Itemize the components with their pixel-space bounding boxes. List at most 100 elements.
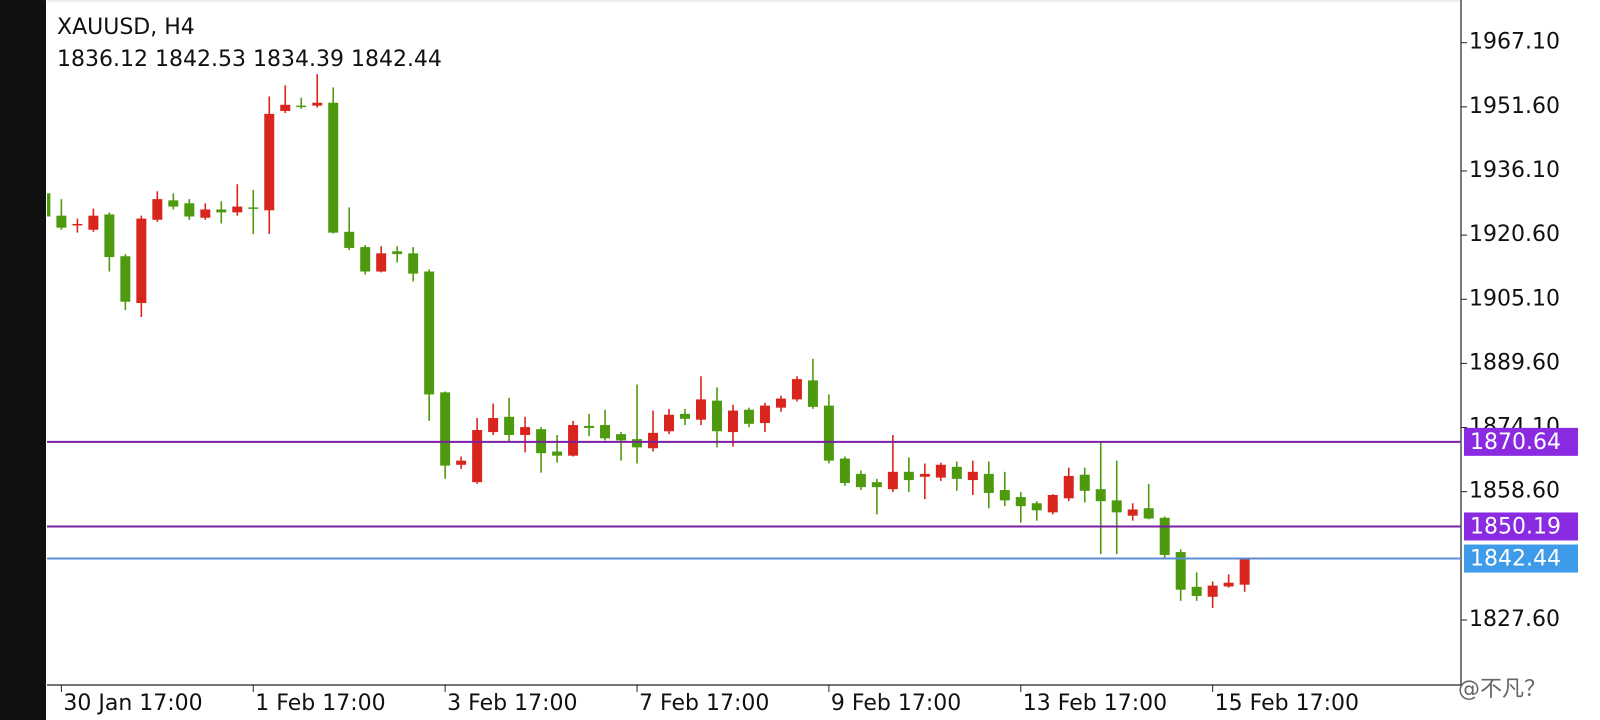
candle-body xyxy=(88,215,99,230)
ohlc-readout: 1836.12 1842.53 1834.39 1842.44 xyxy=(57,47,442,72)
close-value: 1842.44 xyxy=(351,47,442,72)
candle-body xyxy=(855,473,866,488)
candle-body xyxy=(1239,558,1250,585)
y-tick-label: 1905.10 xyxy=(1469,286,1560,311)
x-tick-label: 7 Feb 17:00 xyxy=(639,691,769,716)
candle-body xyxy=(727,410,738,433)
candle-body xyxy=(1063,475,1074,499)
candle-body xyxy=(823,405,834,461)
candle-body xyxy=(392,251,403,255)
candle-body xyxy=(1127,509,1138,516)
x-tick-label: 30 Jan 17:00 xyxy=(63,691,202,716)
candle-body xyxy=(1015,497,1026,507)
candle-body xyxy=(104,214,115,258)
candle-body xyxy=(120,256,131,302)
price-label: 1850.19 xyxy=(1470,514,1561,539)
candle-body xyxy=(935,464,946,478)
y-tick-label: 1967.10 xyxy=(1469,30,1560,55)
candle-body xyxy=(47,193,51,217)
y-tick-label: 1889.60 xyxy=(1469,350,1560,375)
candle-body xyxy=(759,405,770,423)
candle-body xyxy=(1031,503,1042,511)
candle-body xyxy=(344,231,355,248)
price-label-box xyxy=(1464,544,1578,573)
y-tick-label: 1936.10 xyxy=(1469,158,1560,183)
plot-area xyxy=(47,74,1461,608)
candle-body xyxy=(967,471,978,481)
high-value: 1842.53 xyxy=(155,47,246,72)
candle-body xyxy=(1159,517,1170,555)
candle-body xyxy=(568,425,579,456)
candle-body xyxy=(1223,582,1234,587)
candle-body xyxy=(983,473,994,493)
candle-body xyxy=(775,398,786,408)
candle-body xyxy=(839,458,850,483)
background xyxy=(46,0,1600,720)
candle-body xyxy=(200,209,211,218)
candle-body xyxy=(472,430,483,483)
candle-body xyxy=(552,451,563,456)
open-value: 1836.12 xyxy=(57,47,148,72)
candle-body xyxy=(807,380,818,407)
candle-body xyxy=(456,460,467,465)
candle-body xyxy=(695,399,706,420)
x-tick-label: 3 Feb 17:00 xyxy=(447,691,577,716)
candle-body xyxy=(791,379,802,400)
candle-body xyxy=(488,418,499,433)
candle-body xyxy=(376,253,387,272)
candle-body xyxy=(168,200,179,207)
candle-body xyxy=(360,247,371,272)
candle-body xyxy=(999,490,1010,501)
x-tick-label: 15 Feb 17:00 xyxy=(1215,691,1359,716)
candle-body xyxy=(1111,500,1122,513)
candle-body xyxy=(632,439,643,448)
y-tick-label: 1827.60 xyxy=(1469,607,1560,632)
candle-body xyxy=(1095,489,1106,502)
candle-body xyxy=(903,471,914,481)
watermark: @不凡？ xyxy=(1458,677,1546,702)
x-tick-label: 9 Feb 17:00 xyxy=(831,691,961,716)
candle-body xyxy=(919,473,930,477)
candle-body xyxy=(440,392,451,466)
price-label-box xyxy=(1464,427,1578,456)
x-tick-label: 1 Feb 17:00 xyxy=(255,691,385,716)
candle-body xyxy=(664,414,675,432)
candle-body xyxy=(424,271,435,395)
candle-body xyxy=(232,206,243,213)
candle-body xyxy=(136,218,147,303)
price-label: 1870.64 xyxy=(1470,430,1561,455)
x-tick-label: 13 Feb 17:00 xyxy=(1023,691,1167,716)
candle-body xyxy=(408,253,419,274)
y-tick-label: 1858.60 xyxy=(1469,479,1560,504)
candle-body xyxy=(520,427,531,435)
price-label: 1842.44 xyxy=(1470,547,1561,572)
candle-body xyxy=(1079,474,1090,491)
candle-body xyxy=(648,432,659,449)
candle-body xyxy=(1143,508,1154,519)
price-label-box xyxy=(1464,512,1578,541)
candle-body xyxy=(264,113,275,211)
candle-body xyxy=(184,203,195,217)
candle-body xyxy=(680,413,690,419)
candle-body xyxy=(56,215,67,228)
candle-body xyxy=(616,434,627,441)
candle-body xyxy=(600,425,611,439)
low-value: 1834.39 xyxy=(253,47,344,72)
candle-body xyxy=(1207,585,1218,597)
candle-body xyxy=(504,416,515,435)
candle-body xyxy=(280,104,291,111)
candle-body xyxy=(1175,552,1186,590)
candle-body xyxy=(1047,494,1058,513)
candle-body xyxy=(312,102,323,106)
candle-body xyxy=(216,209,227,213)
axes: 1967.10 1951.60 1936.10 1920.60 1905.10 1889.… xyxy=(60,30,1578,716)
candle-body xyxy=(248,207,259,209)
candle-body xyxy=(152,199,163,220)
candle-body xyxy=(584,425,595,428)
candle-body xyxy=(887,471,898,490)
candle-body xyxy=(871,482,882,488)
left-edge xyxy=(0,0,46,720)
candle-body xyxy=(328,102,339,233)
